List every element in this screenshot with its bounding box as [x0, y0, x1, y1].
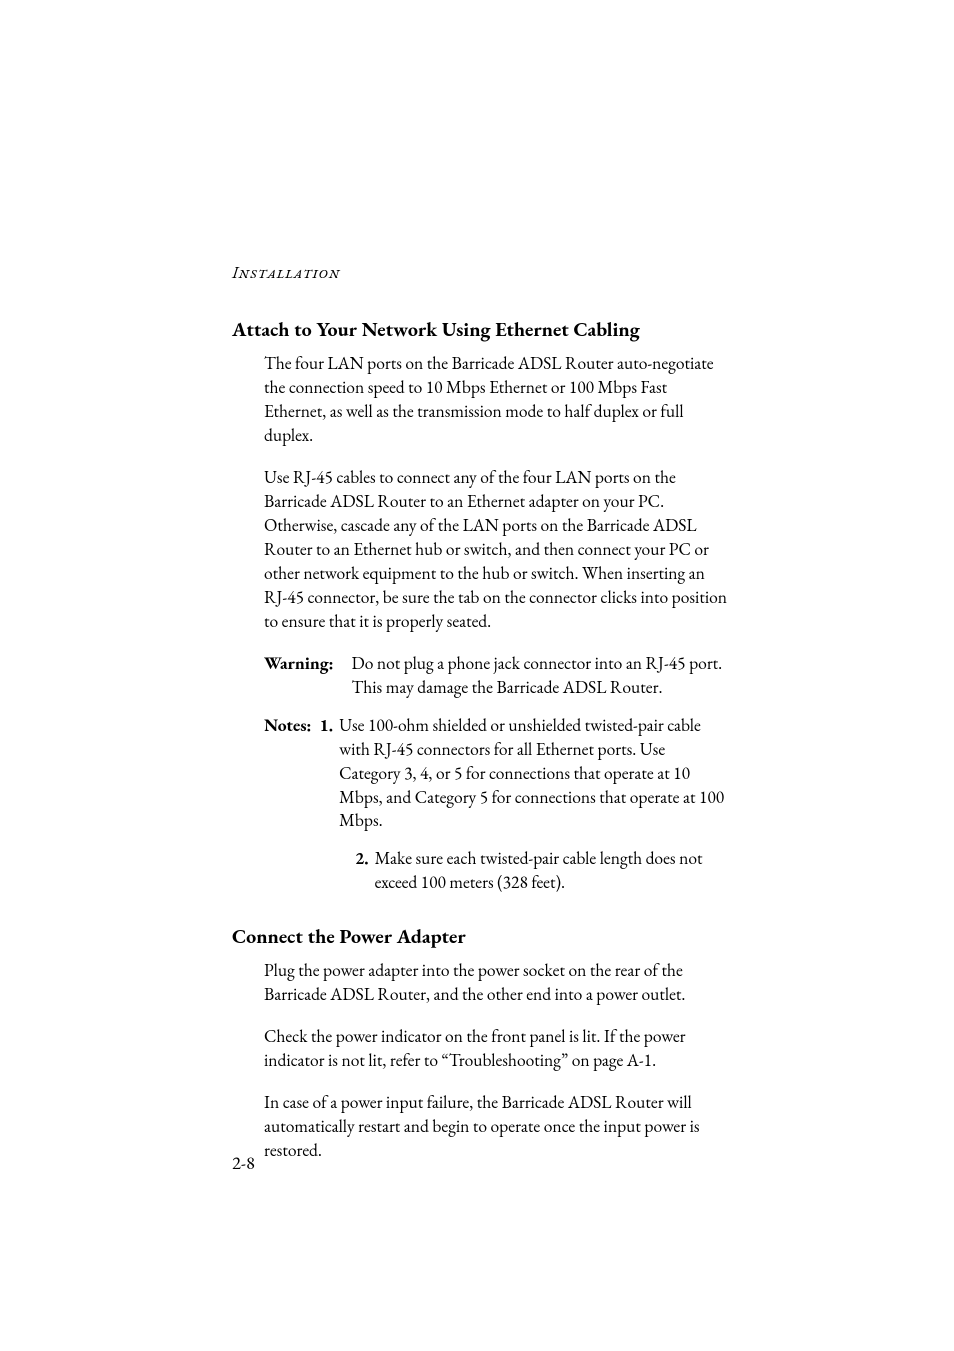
warning-block: Warning: Do not plug a phone jack connec…	[232, 652, 728, 700]
content-block: Attach to Your Network Using Ethernet Ca…	[232, 316, 728, 1181]
page: Installation Attach to Your Network Usin…	[0, 0, 954, 1351]
notes-block-item-2: 2. Make sure each twisted-pair cable len…	[232, 847, 728, 895]
warning-body: Do not plug a phone jack connector into …	[352, 652, 728, 700]
section-heading-attach-network: Attach to Your Network Using Ethernet Ca…	[232, 316, 728, 342]
warning-label: Warning:	[264, 652, 352, 676]
body-paragraph: In case of a power input failure, the Ba…	[232, 1091, 728, 1163]
body-paragraph: Use RJ-45 cables to connect any of the f…	[232, 466, 728, 634]
page-number: 2-8	[232, 1150, 255, 1175]
notes-block-item-1: Notes: 1. Use 100-ohm shielded or unshie…	[232, 714, 728, 834]
notes-label: Notes:	[264, 714, 319, 738]
note-body: Use 100-ohm shielded or unshielded twist…	[339, 714, 728, 834]
body-paragraph: Check the power indicator on the front p…	[232, 1025, 728, 1073]
note-body: Make sure each twisted-pair cable length…	[375, 847, 728, 895]
note-number: 2.	[355, 847, 375, 871]
section-heading-power-adapter: Connect the Power Adapter	[232, 923, 728, 949]
running-head: Installation	[232, 262, 340, 284]
note-number: 1.	[319, 714, 339, 738]
body-paragraph: Plug the power adapter into the power so…	[232, 959, 728, 1007]
body-paragraph: The four LAN ports on the Barricade ADSL…	[232, 352, 728, 448]
